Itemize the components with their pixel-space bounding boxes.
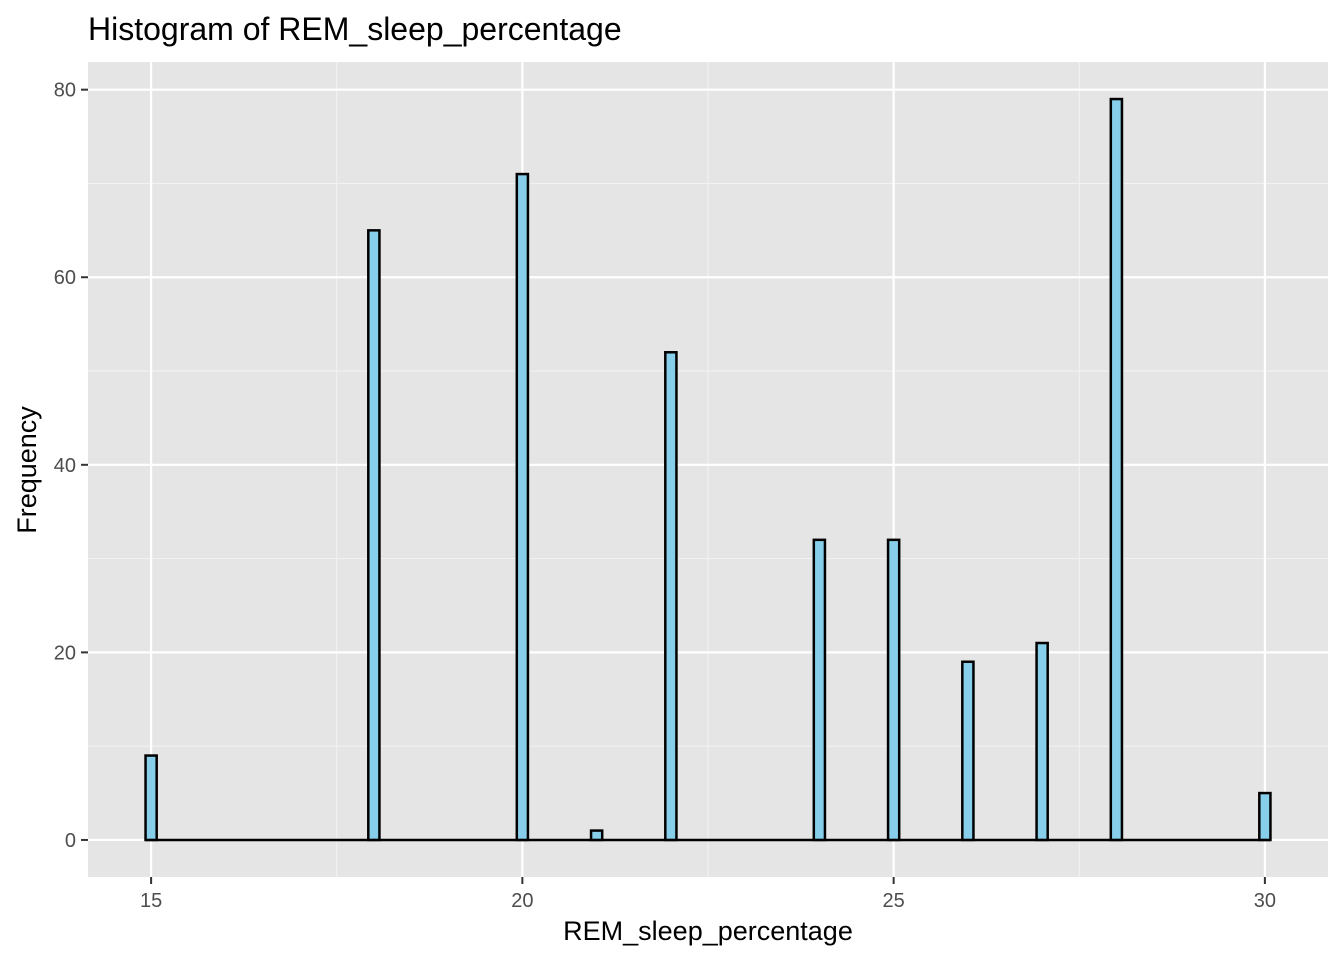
x-axis: 15 20 25 30 [140, 877, 1276, 912]
histogram-bar [1109, 97, 1124, 842]
histogram-bar [589, 829, 604, 842]
chart-title: Histogram of REM_sleep_percentage [88, 11, 622, 47]
y-tick-label: 80 [54, 80, 76, 102]
y-axis: 0 20 40 60 80 [54, 80, 88, 852]
x-tick-label: 15 [140, 890, 162, 912]
y-tick-label: 20 [54, 642, 76, 664]
histogram-bar [961, 660, 975, 842]
histogram-bars [144, 97, 1272, 842]
histogram-bar [1258, 791, 1272, 842]
histogram-bar [812, 538, 827, 842]
histogram-bar [886, 538, 901, 842]
histogram-bar [144, 754, 158, 842]
y-tick-label: 0 [65, 830, 76, 852]
x-axis-title: REM_sleep_percentage [563, 916, 853, 946]
histogram-bar [515, 172, 530, 842]
x-tick-label: 25 [883, 890, 905, 912]
y-axis-title: Frequency [12, 406, 42, 534]
x-tick-label: 20 [511, 890, 533, 912]
histogram-bar [664, 351, 678, 842]
histogram-bar [367, 229, 381, 842]
x-tick-label: 30 [1254, 890, 1276, 912]
histogram-bar [1035, 641, 1049, 842]
y-tick-label: 40 [54, 455, 76, 477]
y-tick-label: 60 [54, 267, 76, 289]
